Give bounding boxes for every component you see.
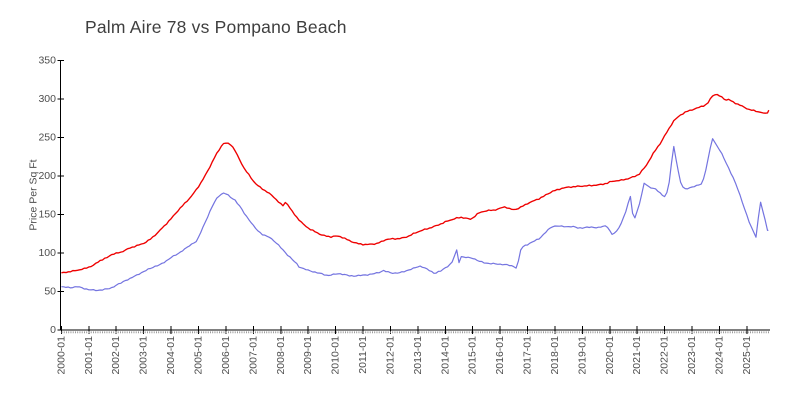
svg-text:200: 200 — [38, 170, 56, 182]
svg-text:0: 0 — [50, 324, 56, 336]
svg-text:150: 150 — [38, 209, 56, 221]
svg-text:2019-01: 2019-01 — [576, 336, 588, 375]
svg-text:Price Per Sq Ft: Price Per Sq Ft — [28, 159, 40, 230]
svg-text:2002-01: 2002-01 — [110, 336, 122, 375]
svg-text:2013-01: 2013-01 — [412, 336, 424, 375]
svg-text:2014-01: 2014-01 — [439, 336, 451, 375]
svg-text:2010-01: 2010-01 — [330, 336, 342, 375]
svg-text:2012-01: 2012-01 — [384, 336, 396, 375]
svg-text:2018-01: 2018-01 — [549, 336, 561, 375]
svg-text:2000-01: 2000-01 — [55, 336, 67, 375]
svg-text:2016-01: 2016-01 — [494, 336, 506, 375]
svg-text:Palm Aire 78 vs Pompano Beach: Palm Aire 78 vs Pompano Beach — [85, 17, 347, 37]
svg-text:2001-01: 2001-01 — [83, 336, 95, 375]
svg-text:2005-01: 2005-01 — [193, 336, 205, 375]
svg-text:2006-01: 2006-01 — [220, 336, 232, 375]
svg-text:2011-01: 2011-01 — [357, 336, 369, 374]
svg-text:2024-01: 2024-01 — [714, 336, 726, 375]
svg-text:2021-01: 2021-01 — [631, 336, 643, 375]
svg-text:2022-01: 2022-01 — [659, 336, 671, 375]
svg-text:2023-01: 2023-01 — [686, 336, 698, 375]
svg-text:2004-01: 2004-01 — [165, 336, 177, 375]
svg-text:2007-01: 2007-01 — [247, 336, 259, 375]
svg-text:2009-01: 2009-01 — [302, 336, 314, 375]
svg-text:2017-01: 2017-01 — [522, 336, 534, 375]
svg-text:2025-01: 2025-01 — [741, 336, 753, 375]
svg-text:2015-01: 2015-01 — [467, 336, 479, 375]
svg-text:2008-01: 2008-01 — [275, 336, 287, 375]
svg-text:2020-01: 2020-01 — [604, 336, 616, 375]
svg-text:2003-01: 2003-01 — [138, 336, 150, 375]
svg-text:300: 300 — [38, 93, 56, 105]
svg-text:250: 250 — [38, 132, 56, 144]
svg-text:100: 100 — [38, 247, 56, 259]
svg-text:350: 350 — [38, 55, 56, 67]
svg-text:50: 50 — [44, 286, 56, 298]
